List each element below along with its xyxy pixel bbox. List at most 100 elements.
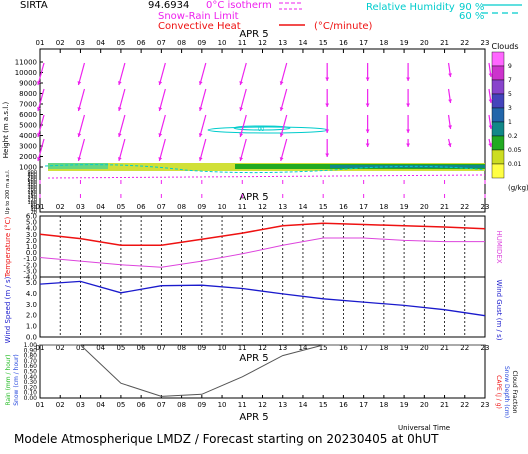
height-tick-label-low: 60 (31, 205, 37, 211)
hour-tick-precip-bottom: 01 (36, 401, 45, 409)
temp-tick-label: 0.0 (26, 249, 37, 257)
hour-tick-bottom: 22 (460, 203, 469, 211)
hour-tick-bottom: 08 (177, 203, 186, 211)
height-tick-label-low: 100 (27, 200, 37, 206)
station-name: SIRTA (20, 0, 48, 11)
cloud-scale-level: 0.2 (508, 133, 518, 140)
hour-tick-precip-bottom: 20 (420, 401, 429, 409)
hour-tick-top: 21 (440, 39, 449, 47)
cloud-scale-swatch (491, 51, 505, 67)
precip-tick-label: 0.90 (24, 347, 38, 354)
wind-arrow-head (406, 129, 411, 133)
height-tick-label-low: 160 (27, 193, 37, 199)
legend-convective-unit: (°C/minute) (314, 21, 373, 32)
hour-tick-top: 10 (218, 39, 227, 47)
wind-arrow (158, 138, 166, 162)
cloud-scale-level: 1 (508, 119, 512, 126)
wind-arrow (77, 88, 86, 112)
cloud-band-edge (48, 163, 108, 169)
wind-arrow (37, 88, 45, 112)
hour-tick-top: 13 (278, 39, 287, 47)
temp-tick-label: -3.0 (23, 267, 37, 275)
hour-tick-precip-bottom: 08 (177, 401, 186, 409)
snow-depth-axis-label: Snow Depth (cm) (503, 366, 510, 418)
wind-arrow-head (77, 107, 82, 111)
hour-tick-precip-bottom: 11 (238, 401, 247, 409)
wind-arrow-head (365, 77, 370, 81)
cloud-scale-swatch (491, 149, 505, 165)
wind-arrow (280, 114, 288, 138)
height-tick-label-low: 120 (27, 198, 37, 204)
hour-tick-bottom: 10 (218, 203, 227, 211)
hour-tick-precip-bottom: 07 (157, 401, 166, 409)
cloud-fraction-line (40, 344, 485, 397)
height-tick-label: 11000 (15, 59, 37, 67)
height-tick-label-low: 900 (27, 170, 37, 176)
cloud-scale-level: 0.05 (508, 147, 522, 154)
wind-arrow (77, 114, 86, 138)
hour-tick-bottom: 14 (298, 203, 307, 211)
cloud-scale-unit: (g/kg) (508, 184, 528, 192)
legend-convective-label: Convective Heat (158, 21, 241, 32)
hour-tick-precip-top: 05 (116, 344, 125, 352)
hour-tick-top: 03 (76, 39, 85, 47)
rh-contour-label: 00 (258, 127, 264, 133)
wind-arrow-head (406, 103, 411, 107)
wind-speed-line (39, 280, 486, 317)
hour-tick-precip-bottom: 16 (339, 401, 348, 409)
hour-tick-precip-top: 14 (298, 344, 307, 352)
hour-tick-top: 11 (238, 39, 247, 47)
hour-tick-top: 12 (258, 39, 267, 47)
hour-tick-precip-top: 13 (278, 344, 287, 352)
temp-tick-label: 4.0 (26, 225, 37, 233)
isotherm-line (47, 174, 486, 179)
wind-arrow-head (406, 77, 411, 81)
hour-tick-precip-top: 04 (96, 344, 105, 352)
hour-tick-top: 16 (339, 39, 348, 47)
wind-arrow (239, 88, 247, 112)
hour-tick-precip-bottom: 18 (379, 401, 388, 409)
wind-gust-axis-label: Wind Gust (m / s) (495, 279, 503, 340)
wind-arrow-head (158, 81, 163, 85)
precip-tick-label: 0.10 (24, 390, 38, 397)
date-label-top: APR 5 (239, 29, 268, 40)
hour-tick-precip-top: 18 (379, 344, 388, 352)
hour-tick-bottom: 21 (440, 203, 449, 211)
rh-contour-60 (233, 125, 291, 131)
wind-arrow-head (325, 153, 330, 157)
wind-arrow (37, 62, 45, 86)
hour-tick-bottom: 17 (359, 203, 368, 211)
precip-tick-label: 0.40 (24, 374, 38, 381)
hour-tick-precip-top: 20 (420, 344, 429, 352)
height-tick-label: 4000 (19, 132, 37, 140)
wind-arrow-head (448, 125, 452, 129)
wind-arrow-head (198, 157, 203, 161)
hour-tick-precip-bottom: 02 (56, 401, 65, 409)
date-label-height-bottom: APR 5 (239, 192, 268, 203)
wind-tick-label: 0.0 (26, 334, 37, 342)
hour-tick-bottom: 05 (116, 203, 125, 211)
legend-symbols (279, 2, 522, 26)
wind-arrow (158, 114, 166, 138)
wind-arrow-head (198, 107, 203, 111)
wind-arrow-head (279, 133, 284, 137)
temp-tick-label: 2.0 (26, 237, 37, 245)
panel-frames: 0101020203030404050506060707080809091010… (2, 29, 528, 423)
wind-arrow-head (448, 73, 452, 77)
wind-arrow-head (365, 103, 370, 107)
hour-tick-precip-top: 19 (400, 344, 409, 352)
hour-tick-precip-top: 01 (36, 344, 45, 352)
temp-tick-label: 5.0 (26, 219, 37, 227)
wind-tick-label: 2.0 (26, 312, 37, 320)
hour-tick-top: 14 (298, 39, 307, 47)
wind-arrow-head (488, 73, 493, 77)
wind-arrow-head (198, 81, 203, 85)
cloud-scale-swatch (491, 163, 505, 179)
cloud-scale-level: 0.01 (508, 161, 522, 168)
height-axis-label-low: Up to 200 m a.s.l. (5, 169, 11, 214)
wind-arrow (118, 88, 126, 112)
snow-axis-label: Snow (cm / hour) (13, 354, 20, 406)
hour-tick-bottom: 18 (379, 203, 388, 211)
